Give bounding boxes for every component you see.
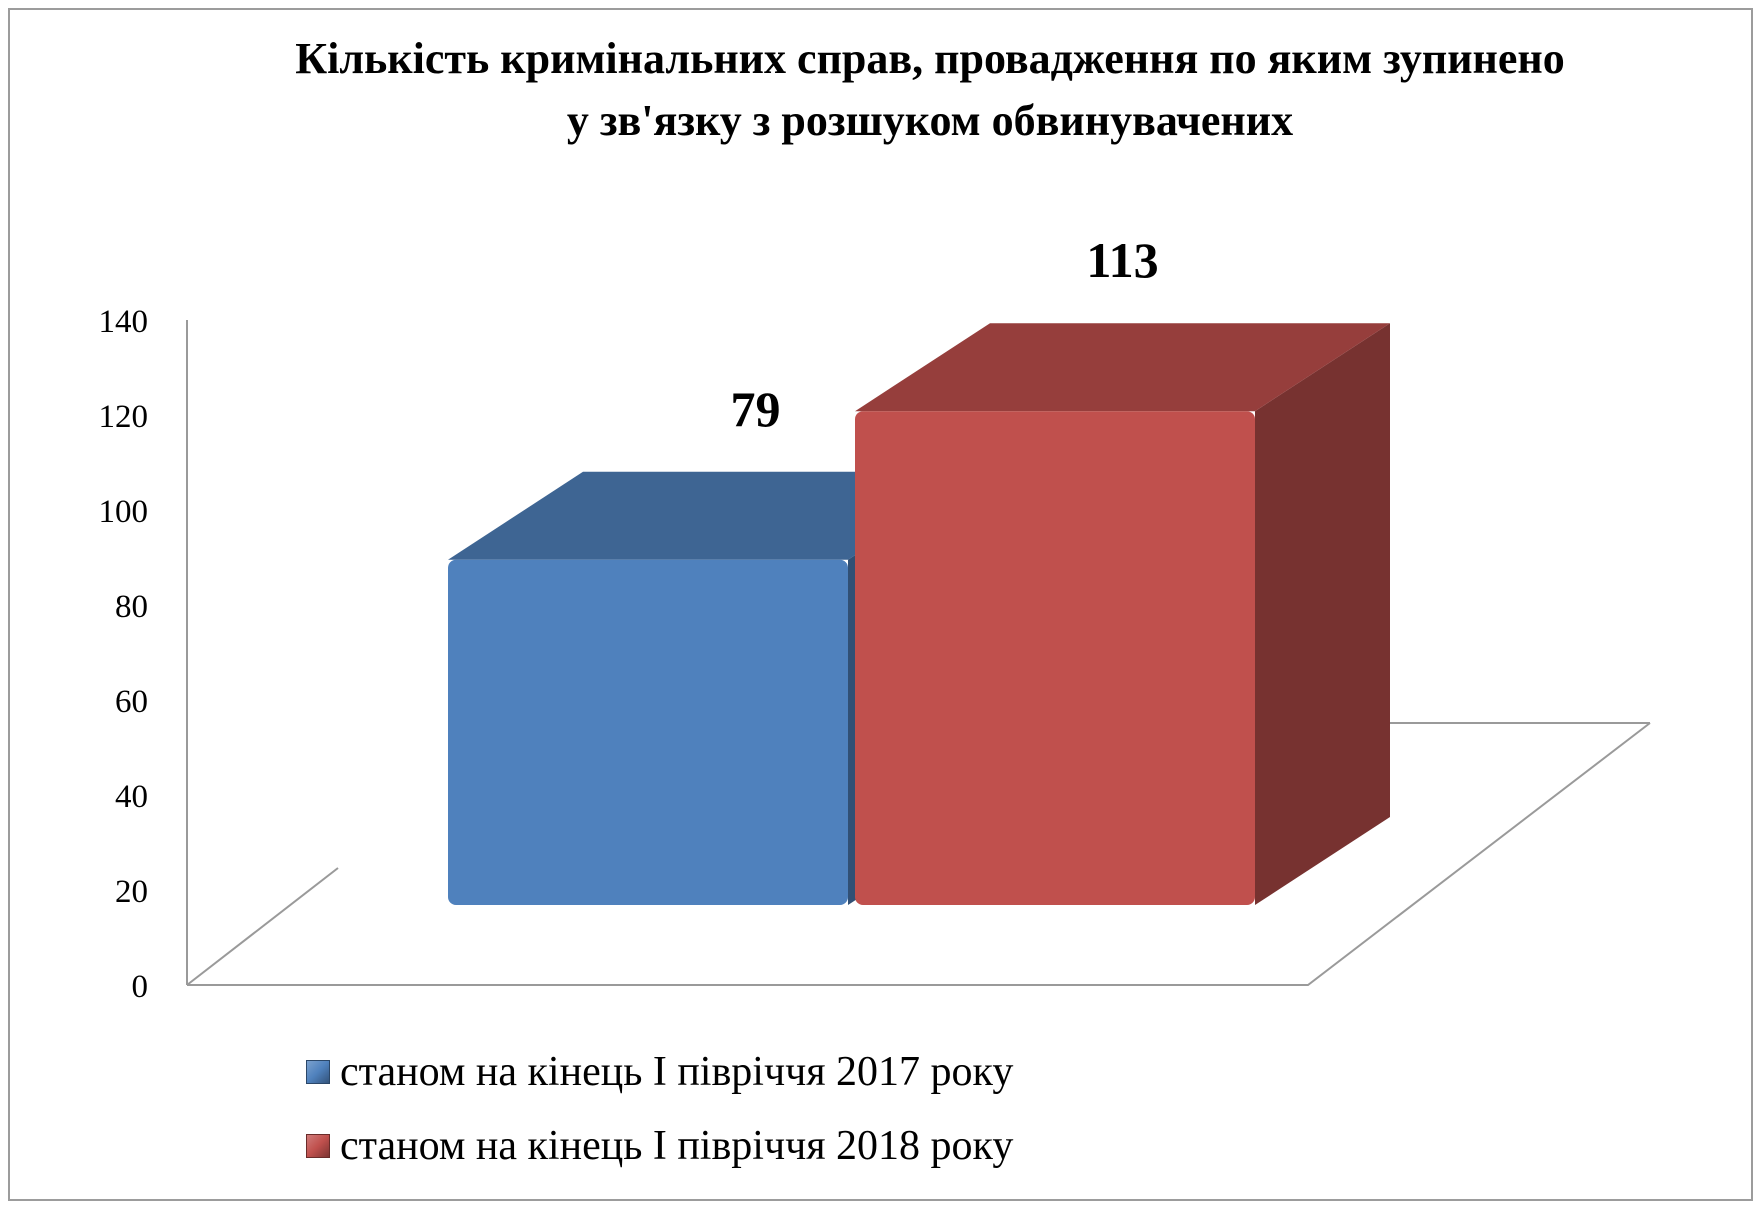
data-labels-group: 79 113 bbox=[731, 232, 1159, 437]
legend-swatch-2018 bbox=[306, 1134, 330, 1158]
y-tick-label-20: 20 bbox=[115, 874, 148, 910]
chart-title: Кількість кримінальних справ, провадженн… bbox=[295, 34, 1565, 145]
floor-left-edge bbox=[186, 867, 339, 986]
y-tick-label-140: 140 bbox=[99, 304, 149, 340]
bar-front-2 bbox=[855, 411, 1255, 905]
data-label-1: 79 bbox=[731, 381, 781, 437]
legend-swatch-2017 bbox=[306, 1060, 330, 1084]
data-label-2: 113 bbox=[1086, 232, 1158, 288]
bar-top-1 bbox=[448, 471, 983, 560]
legend-item-2018: станом на кінець І півріччя 2018 року bbox=[306, 1109, 1013, 1183]
bar-side-2 bbox=[1255, 323, 1390, 905]
y-tick-label-100: 100 bbox=[99, 494, 149, 530]
y-tick-label-60: 60 bbox=[115, 684, 148, 720]
legend-label-2017: станом на кінець І півріччя 2017 року bbox=[340, 1049, 1014, 1095]
legend-item-2017: станом на кінець І півріччя 2017 року bbox=[306, 1035, 1013, 1109]
bars-group bbox=[448, 323, 1390, 905]
bar-top-2 bbox=[855, 323, 1390, 412]
y-tick-label-120: 120 bbox=[99, 399, 149, 435]
y-tick-label-80: 80 bbox=[115, 589, 148, 625]
floor-front-edge bbox=[187, 722, 1651, 986]
y-tick-label-0: 0 bbox=[132, 969, 149, 1005]
bar-2 bbox=[855, 323, 1390, 905]
y-axis: 0 20 40 60 80 100 120 140 bbox=[99, 304, 188, 1005]
legend-label-2018: станом на кінець І півріччя 2018 року bbox=[340, 1123, 1014, 1169]
legend: станом на кінець І півріччя 2017 року ст… bbox=[306, 1035, 1013, 1183]
bar-front-1 bbox=[448, 559, 848, 905]
y-tick-label-40: 40 bbox=[115, 779, 148, 815]
